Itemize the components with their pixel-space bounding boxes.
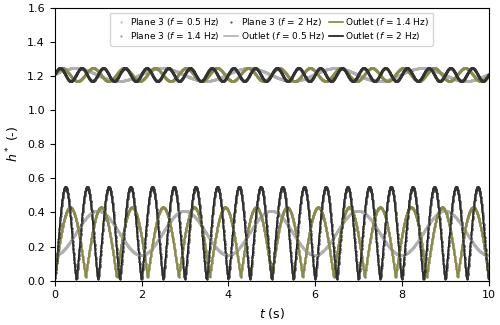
Outlet ($f$ = 2 Hz) xyxy=(472,192,478,196)
Outlet ($f$ = 0.5 Hz) xyxy=(234,249,240,253)
Plane 3 ($f$ = 0.5 Hz) xyxy=(355,209,361,213)
Outlet ($f$ = 1.4 Hz) xyxy=(222,205,228,209)
Outlet ($f$ = 0.5 Hz) xyxy=(258,215,264,219)
Outlet ($f$ = 0.5 Hz) xyxy=(52,253,58,257)
Line: Plane 3 ($f$ = 2 Hz): Plane 3 ($f$ = 2 Hz) xyxy=(54,186,490,280)
Plane 3 ($f$ = 0.5 Hz) xyxy=(258,214,264,218)
Plane 3 ($f$ = 0.5 Hz) xyxy=(451,214,457,218)
Outlet ($f$ = 1.4 Hz) xyxy=(52,275,58,279)
Line: Outlet ($f$ = 0.5 Hz): Outlet ($f$ = 0.5 Hz) xyxy=(55,211,489,255)
Outlet ($f$ = 2 Hz) xyxy=(238,188,244,191)
Outlet ($f$ = 2 Hz) xyxy=(258,185,264,189)
Plane 3 ($f$ = 0.5 Hz) xyxy=(368,217,374,221)
Plane 3 ($f$ = 1.4 Hz) xyxy=(238,274,244,278)
Outlet ($f$ = 0.5 Hz) xyxy=(367,216,373,220)
Plane 3 ($f$ = 1.4 Hz) xyxy=(258,214,264,218)
Outlet ($f$ = 2 Hz) xyxy=(486,277,492,281)
Plane 3 ($f$ = 1.4 Hz) xyxy=(367,238,373,241)
Plane 3 ($f$ = 2 Hz) xyxy=(486,276,492,280)
Plane 3 ($f$ = 1.4 Hz) xyxy=(234,252,240,256)
Outlet ($f$ = 0.5 Hz) xyxy=(472,244,478,248)
Outlet ($f$ = 2 Hz) xyxy=(52,277,58,281)
Line: Outlet ($f$ = 1.4 Hz): Outlet ($f$ = 1.4 Hz) xyxy=(55,207,489,277)
Outlet ($f$ = 0.5 Hz) xyxy=(238,245,244,249)
Outlet ($f$ = 1.4 Hz) xyxy=(486,275,492,279)
Plane 3 ($f$ = 0.5 Hz) xyxy=(238,244,244,248)
Line: Plane 3 ($f$ = 1.4 Hz): Plane 3 ($f$ = 1.4 Hz) xyxy=(54,207,490,278)
Plane 3 ($f$ = 2 Hz) xyxy=(368,186,374,190)
Plane 3 ($f$ = 1.4 Hz) xyxy=(52,273,58,277)
Plane 3 ($f$ = 2 Hz) xyxy=(451,190,457,194)
Plane 3 ($f$ = 0.5 Hz) xyxy=(472,245,478,249)
Plane 3 ($f$ = 2 Hz) xyxy=(52,276,58,280)
Plane 3 ($f$ = 2 Hz) xyxy=(236,185,242,189)
Plane 3 ($f$ = 1.4 Hz) xyxy=(472,208,478,212)
Plane 3 ($f$ = 1.4 Hz) xyxy=(377,205,383,209)
Outlet ($f$ = 0.5 Hz) xyxy=(95,209,101,213)
Plane 3 ($f$ = 0.5 Hz) xyxy=(486,253,492,257)
Outlet ($f$ = 0.5 Hz) xyxy=(451,213,457,217)
Outlet ($f$ = 1.4 Hz) xyxy=(367,239,373,243)
Plane 3 ($f$ = 1.4 Hz) xyxy=(114,275,119,279)
Plane 3 ($f$ = 2 Hz) xyxy=(225,277,231,281)
Plane 3 ($f$ = 0.5 Hz) xyxy=(234,248,240,252)
Outlet ($f$ = 2 Hz) xyxy=(234,190,240,194)
Outlet ($f$ = 1.4 Hz) xyxy=(238,275,244,279)
Outlet ($f$ = 2 Hz) xyxy=(62,185,68,189)
Outlet ($f$ = 0.5 Hz) xyxy=(486,253,492,257)
Outlet ($f$ = 2 Hz) xyxy=(367,186,373,189)
Plane 3 ($f$ = 1.4 Hz) xyxy=(451,251,457,255)
Outlet ($f$ = 2 Hz) xyxy=(451,191,457,195)
Outlet ($f$ = 1.4 Hz) xyxy=(451,249,457,253)
Plane 3 ($f$ = 2 Hz) xyxy=(472,190,478,194)
Outlet ($f$ = 1.4 Hz) xyxy=(472,207,478,211)
Outlet ($f$ = 1.4 Hz) xyxy=(234,251,240,254)
Y-axis label: $h^*$ (-): $h^*$ (-) xyxy=(4,126,22,162)
Plane 3 ($f$ = 2 Hz) xyxy=(234,189,240,193)
Legend: Plane 3 ($f$ = 0.5 Hz), Plane 3 ($f$ = 1.4 Hz), Plane 3 ($f$ = 2 Hz), Outlet ($f: Plane 3 ($f$ = 0.5 Hz), Plane 3 ($f$ = 1… xyxy=(110,13,433,46)
Line: Plane 3 ($f$ = 0.5 Hz): Plane 3 ($f$ = 0.5 Hz) xyxy=(54,210,490,256)
Plane 3 ($f$ = 0.5 Hz) xyxy=(52,253,58,257)
Plane 3 ($f$ = 0.5 Hz) xyxy=(312,253,318,257)
Plane 3 ($f$ = 2 Hz) xyxy=(238,189,244,193)
Plane 3 ($f$ = 2 Hz) xyxy=(258,185,264,189)
X-axis label: $t$ (s): $t$ (s) xyxy=(259,306,285,321)
Outlet ($f$ = 1.4 Hz) xyxy=(258,214,264,217)
Plane 3 ($f$ = 1.4 Hz) xyxy=(486,273,492,277)
Line: Outlet ($f$ = 2 Hz): Outlet ($f$ = 2 Hz) xyxy=(55,187,489,279)
